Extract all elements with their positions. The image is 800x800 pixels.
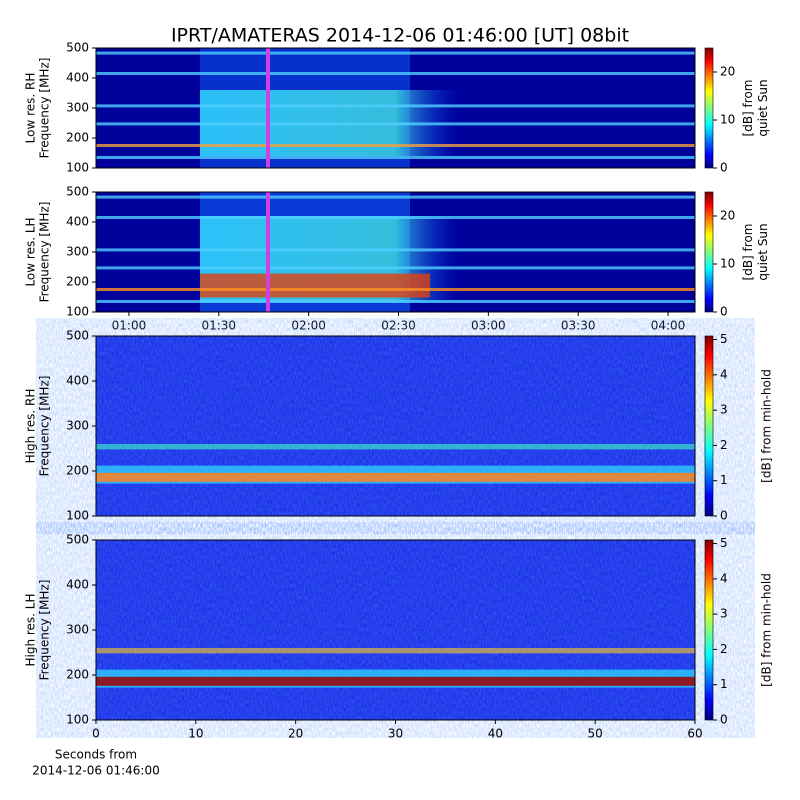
y-tick-label: 300 — [66, 245, 89, 259]
y-tick-label: 400 — [66, 374, 89, 388]
colorbar-tick-label: 1 — [720, 677, 728, 691]
spectrogram-noise — [96, 336, 695, 516]
x-tick-label: 20 — [288, 727, 303, 741]
spectrogram-line — [96, 104, 695, 108]
colorbar-tick-label: 5 — [720, 332, 728, 346]
spectrogram-noise — [96, 540, 695, 720]
spectrogram-line — [96, 288, 695, 291]
chart-title: IPRT/AMATERAS 2014-12-06 01:46:00 [UT] 0… — [171, 25, 629, 47]
spectrogram-line — [96, 266, 695, 270]
y-tick-label: 200 — [66, 275, 89, 289]
y-axis-label: Frequency [MHz] — [38, 376, 52, 477]
spectrogram-line — [266, 48, 270, 168]
colorbar-tick-label: 10 — [720, 257, 735, 271]
x-tick-label: 01:00 — [112, 319, 147, 333]
spectrogram-line — [96, 72, 695, 75]
x-tick-label: 01:30 — [201, 319, 236, 333]
x-tick-label: 02:00 — [291, 319, 326, 333]
y-tick-label: 100 — [66, 305, 89, 319]
y-tick-label: 400 — [66, 215, 89, 229]
y-tick-label: 100 — [66, 161, 89, 175]
colorbar-tick-label: 5 — [720, 536, 728, 550]
x-tick-label: 50 — [588, 727, 603, 741]
spectrogram-band — [96, 444, 695, 450]
y-tick-label: 200 — [66, 464, 89, 478]
x-axis-label: 2014-12-06 01:46:00 — [32, 764, 159, 778]
colorbar-tick-label: 20 — [720, 65, 735, 79]
colorbar-label: quiet Sun — [756, 79, 770, 136]
y-tick-label: 100 — [66, 713, 89, 727]
spectrogram-line — [96, 300, 695, 303]
colorbar-tick-label: 0 — [720, 509, 728, 523]
y-tick-label: 400 — [66, 71, 89, 85]
y-tick-label: 200 — [66, 668, 89, 682]
colorbar-tick-label: 10 — [720, 113, 735, 127]
colorbar-label: [dB] from — [741, 80, 755, 137]
colorbar-tick-label: 4 — [720, 367, 728, 381]
colorbar-label: [dB] from — [741, 224, 755, 281]
x-tick-label: 03:00 — [471, 319, 506, 333]
y-axis-label: Low res. LH — [24, 217, 38, 286]
colorbar-tick-label: 4 — [720, 571, 728, 585]
colorbar-tick-label: 3 — [720, 607, 728, 621]
y-tick-label: 400 — [66, 578, 89, 592]
x-tick-label: 0 — [92, 727, 100, 741]
spectrogram-line — [96, 248, 695, 252]
y-tick-label: 500 — [66, 329, 89, 343]
spectrogram-line — [96, 51, 695, 55]
y-tick-label: 500 — [66, 41, 89, 55]
x-tick-label: 02:30 — [381, 319, 416, 333]
spectrogram-line — [96, 156, 695, 159]
colorbar-tick-label: 3 — [720, 403, 728, 417]
x-tick-label: 30 — [388, 727, 403, 741]
x-tick-label: 10 — [188, 727, 203, 741]
colorbar-tick-label: 0 — [720, 713, 728, 727]
colorbar-tick-label: 0 — [720, 161, 728, 175]
spectrogram-line — [96, 216, 695, 219]
y-axis-label: Frequency [MHz] — [38, 202, 52, 303]
colorbar — [704, 47, 714, 169]
spectrogram-line — [96, 122, 695, 126]
colorbar-tick-label: 1 — [720, 473, 728, 487]
colorbar-tick-label: 2 — [720, 438, 728, 452]
spectrogram-band — [96, 676, 695, 686]
colorbar-label: quiet Sun — [756, 223, 770, 280]
y-tick-label: 500 — [66, 185, 89, 199]
x-tick-label: 04:00 — [651, 319, 686, 333]
y-tick-label: 200 — [66, 131, 89, 145]
spectrogram-band — [96, 472, 695, 482]
colorbar-label: [dB] from min-hold — [760, 573, 774, 687]
colorbar-tick-label: 2 — [720, 642, 728, 656]
spectrogram-line — [96, 195, 695, 199]
x-axis-label: Seconds from — [55, 748, 137, 762]
y-axis-label: Frequency [MHz] — [38, 580, 52, 681]
spectrogram-band — [96, 648, 695, 654]
y-tick-label: 500 — [66, 533, 89, 547]
y-axis-label: High res. RH — [24, 389, 38, 464]
y-tick-label: 300 — [66, 101, 89, 115]
colorbar-tick-label: 20 — [720, 209, 735, 223]
y-tick-label: 300 — [66, 419, 89, 433]
spectrogram-burst — [200, 273, 430, 298]
y-tick-label: 300 — [66, 623, 89, 637]
colorbar-label: [dB] from min-hold — [760, 369, 774, 483]
x-tick-label: 40 — [488, 727, 503, 741]
y-axis-label: Frequency [MHz] — [38, 58, 52, 159]
spectrogram-line — [96, 144, 695, 147]
y-axis-label: High res. LH — [24, 593, 38, 666]
x-tick-label: 60 — [687, 727, 702, 741]
y-axis-label: Low res. RH — [24, 73, 38, 144]
colorbar — [704, 335, 714, 517]
colorbar-tick-label: 0 — [720, 305, 728, 319]
x-tick-label: 03:30 — [561, 319, 596, 333]
colorbar — [704, 539, 714, 721]
spectrogram-line — [266, 192, 270, 312]
y-tick-label: 100 — [66, 509, 89, 523]
colorbar — [704, 191, 714, 313]
